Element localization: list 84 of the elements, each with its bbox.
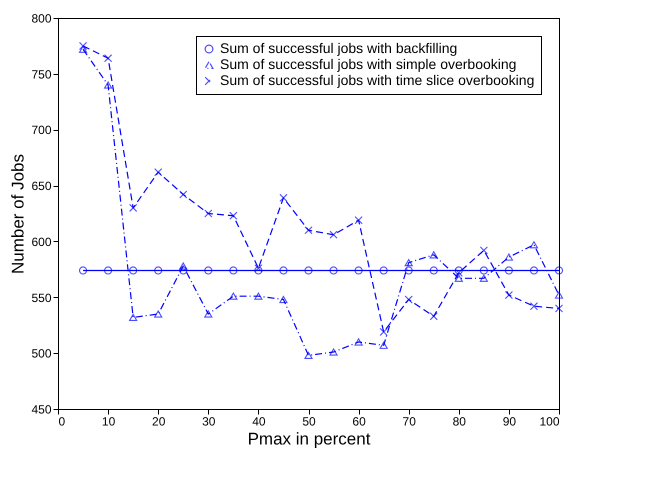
point: [530, 266, 538, 275]
point: [329, 348, 338, 356]
point: [430, 266, 438, 275]
point: [304, 226, 313, 234]
point: [404, 259, 413, 266]
point: [504, 253, 513, 261]
point: [530, 241, 538, 248]
x-tick-label: 50: [302, 414, 316, 428]
x-tick-label: 10: [102, 414, 116, 428]
point: [504, 266, 513, 275]
point: [254, 266, 262, 275]
point: [129, 314, 138, 322]
point: [304, 352, 313, 359]
point: [504, 290, 513, 300]
x-axis-title: Pmax in percent: [248, 430, 371, 448]
x-tick-label: 90: [502, 414, 516, 428]
point: [78, 42, 88, 50]
point: [329, 266, 338, 275]
point: [179, 262, 188, 270]
point: [204, 266, 212, 275]
x-tick-label: 80: [452, 414, 466, 428]
point: [554, 291, 564, 299]
point: [380, 342, 388, 349]
x-tick-label: 70: [402, 414, 416, 428]
point: [480, 274, 488, 282]
point: [104, 266, 112, 275]
point: [78, 266, 88, 275]
point: [380, 266, 388, 275]
legend-label: Sum of successful jobs with backfilling: [220, 40, 458, 56]
point: [530, 302, 538, 310]
point: [354, 266, 363, 275]
point: [554, 266, 564, 275]
x-tick-label: 30: [202, 414, 216, 428]
point: [430, 251, 438, 258]
point: [254, 264, 262, 272]
point: [129, 266, 138, 275]
point: [154, 168, 162, 176]
point: [279, 266, 288, 275]
point: [254, 292, 262, 300]
point: [554, 304, 564, 313]
point: [430, 312, 438, 320]
y-tick-label: 450: [31, 402, 52, 416]
point: [229, 212, 238, 220]
point: [404, 295, 413, 304]
x-tick-label: 100: [539, 414, 560, 428]
y-tick-label: 600: [31, 234, 52, 249]
point: [104, 54, 112, 62]
point: [380, 328, 388, 336]
point: [229, 292, 238, 300]
point: [279, 296, 288, 304]
y-tick-label: 750: [31, 67, 52, 82]
point: [454, 266, 463, 275]
point: [354, 338, 363, 346]
point: [454, 268, 463, 277]
point: [354, 216, 363, 224]
x-tick-label: 60: [352, 414, 366, 428]
point: [279, 194, 288, 202]
point: [229, 266, 238, 275]
point: [179, 190, 188, 199]
point: [304, 266, 313, 275]
point: [179, 266, 188, 275]
y-tick-label: 500: [31, 346, 52, 361]
point: [480, 266, 488, 275]
point: [204, 209, 212, 218]
x-tick-label: 20: [152, 414, 166, 428]
point: [154, 310, 162, 318]
y-axis-title: Number of Jobs: [8, 154, 28, 274]
y-tick-label: 550: [31, 290, 52, 305]
point: [454, 274, 463, 282]
y-tick-label: 700: [31, 123, 52, 138]
point: [154, 266, 162, 275]
x-tick-label: 0: [58, 414, 66, 428]
point: [329, 230, 338, 239]
point: [204, 310, 212, 318]
point: [78, 46, 88, 53]
point: [404, 266, 413, 275]
x-tick-label: 40: [252, 414, 266, 428]
legend-label: Sum of successful jobs with simple overbooking: [220, 56, 516, 72]
point: [129, 204, 138, 212]
legend-label: Sum of successful jobs with time slice overbooking: [220, 72, 534, 88]
y-tick-label: 650: [31, 179, 52, 194]
y-tick-label: 800: [31, 12, 52, 26]
point: [480, 246, 488, 254]
point: [104, 81, 112, 89]
